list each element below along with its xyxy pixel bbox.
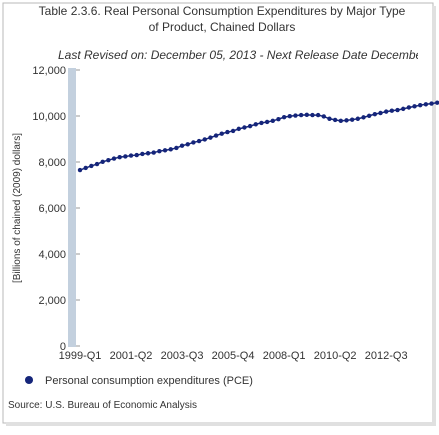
data-point [400, 106, 406, 112]
data-point [366, 113, 372, 118]
data-point [157, 148, 162, 154]
data-point [134, 152, 139, 158]
data-point [253, 122, 258, 127]
data-point [378, 110, 383, 116]
data-point [230, 128, 236, 134]
y-tick-label: 8,000 [38, 157, 66, 169]
data-point [361, 115, 366, 120]
data-point [298, 112, 304, 118]
legend-marker [25, 376, 33, 384]
y-axis-label: [Billions of chained (2009) dollars] [12, 133, 23, 283]
data-point [435, 100, 439, 105]
y-tick-label: 4,000 [38, 249, 66, 261]
data-point [423, 102, 429, 107]
data-point [349, 117, 355, 122]
data-point [406, 105, 412, 110]
data-point [355, 116, 361, 121]
data-point [383, 109, 389, 114]
data-point [89, 163, 94, 169]
data-point [310, 112, 315, 118]
x-tick-label: 2003-Q3 [161, 350, 204, 362]
data-point [304, 112, 309, 118]
data-point [395, 107, 400, 113]
data-point [106, 157, 111, 163]
data-point [327, 116, 332, 121]
legend-label: Personal consumption expenditures (PCE) [45, 375, 253, 387]
x-tick-label: 2012-Q3 [365, 350, 408, 362]
data-point [429, 101, 434, 106]
data-point [128, 153, 134, 158]
data-point [174, 145, 179, 151]
data-point [276, 117, 281, 122]
data-point [281, 114, 287, 120]
data-point [123, 154, 128, 159]
data-point [321, 114, 327, 119]
data-point [77, 167, 83, 173]
data-point [83, 165, 88, 171]
data-point [270, 118, 275, 124]
x-tick-label: 2010-Q2 [314, 350, 357, 362]
data-point [287, 114, 292, 119]
data-point [213, 133, 219, 138]
data-point [151, 150, 156, 155]
y-tick-label: 12,000 [32, 65, 66, 77]
data-point [185, 142, 190, 147]
y-tick-label: 2,000 [38, 295, 66, 307]
chart-title: Table 2.3.6. Real Personal Consumption E… [39, 4, 406, 18]
data-point [145, 151, 151, 156]
data-point [412, 104, 417, 109]
data-point [315, 112, 321, 118]
chart-title: of Product, Chained Dollars [149, 20, 296, 34]
data-point [389, 108, 395, 113]
data-point [418, 102, 423, 108]
data-point [338, 118, 344, 124]
x-tick-label: 2005-Q4 [212, 350, 255, 362]
data-point [94, 161, 100, 167]
shadow [432, 6, 436, 426]
data-point [236, 126, 241, 132]
data-point [264, 119, 270, 125]
data-point [293, 113, 298, 118]
data-point [372, 111, 378, 117]
data-point [219, 131, 224, 136]
data-point [202, 137, 207, 142]
y-tick-label: 0 [60, 341, 66, 353]
data-point [225, 129, 230, 135]
data-point [344, 118, 349, 123]
subtitle: Last Revised on: December 05, 2013 - Nex… [58, 48, 427, 62]
data-point [191, 140, 196, 145]
source: Source: U.S. Bureau of Economic Analysis [8, 400, 197, 411]
data-point [208, 135, 213, 140]
y-tick-label: 10,000 [32, 111, 66, 123]
data-point [259, 120, 264, 126]
data-point [140, 151, 145, 157]
data-point [168, 147, 173, 152]
data-point [179, 143, 185, 148]
data-point [111, 156, 117, 161]
data-point [100, 159, 105, 164]
x-tick-label: 1999-Q1 [59, 350, 102, 362]
data-point [242, 125, 247, 130]
axis-band [68, 68, 76, 347]
data-point [196, 138, 202, 144]
x-tick-label: 2001-Q2 [110, 350, 153, 362]
data-point [162, 148, 168, 153]
y-tick-label: 6,000 [38, 203, 66, 215]
shadow [6, 422, 436, 426]
data-point [117, 154, 122, 160]
data-point [247, 123, 253, 129]
data-point [332, 117, 338, 123]
x-tick-label: 2008-Q1 [263, 350, 306, 362]
